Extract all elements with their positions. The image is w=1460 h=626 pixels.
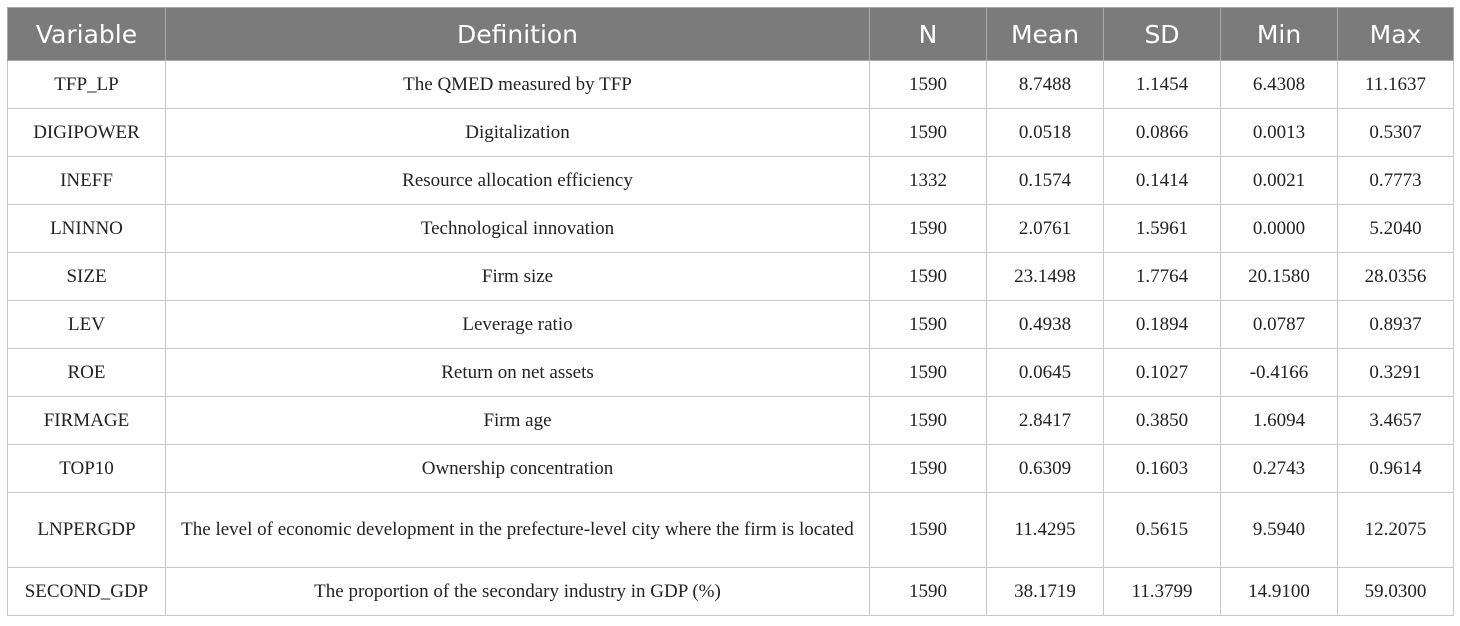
cell-mean: 2.8417 — [986, 396, 1104, 445]
cell-definition: Leverage ratio — [165, 300, 870, 349]
cell-mean: 23.1498 — [986, 252, 1104, 301]
cell-variable: INEFF — [7, 156, 166, 205]
cell-sd: 1.1454 — [1103, 60, 1221, 109]
cell-definition: Firm age — [165, 396, 870, 445]
table-row: TOP10 Ownership concentration 1590 0.630… — [7, 444, 1454, 493]
cell-mean: 0.6309 — [986, 444, 1104, 493]
cell-max: 12.2075 — [1337, 492, 1454, 568]
cell-variable: FIRMAGE — [7, 396, 166, 445]
cell-max: 0.8937 — [1337, 300, 1454, 349]
cell-min: 14.9100 — [1220, 567, 1338, 616]
cell-max: 0.5307 — [1337, 108, 1454, 157]
cell-min: 1.6094 — [1220, 396, 1338, 445]
cell-max: 28.0356 — [1337, 252, 1454, 301]
cell-min: 0.2743 — [1220, 444, 1338, 493]
cell-max: 0.9614 — [1337, 444, 1454, 493]
cell-variable: TOP10 — [7, 444, 166, 493]
cell-variable: LEV — [7, 300, 166, 349]
cell-definition: The level of economic development in the… — [165, 492, 870, 568]
cell-definition: Resource allocation efficiency — [165, 156, 870, 205]
header-max: Max — [1337, 7, 1454, 61]
cell-n: 1590 — [869, 60, 987, 109]
cell-sd: 0.1414 — [1103, 156, 1221, 205]
cell-definition: The QMED measured by TFP — [165, 60, 870, 109]
cell-min: 0.0787 — [1220, 300, 1338, 349]
cell-min: 20.1580 — [1220, 252, 1338, 301]
table-row: INEFF Resource allocation efficiency 133… — [7, 156, 1454, 205]
cell-min: 0.0021 — [1220, 156, 1338, 205]
table-row: FIRMAGE Firm age 1590 2.8417 0.3850 1.60… — [7, 396, 1454, 445]
cell-n: 1590 — [869, 348, 987, 397]
cell-mean: 2.0761 — [986, 204, 1104, 253]
header-definition: Definition — [165, 7, 870, 61]
cell-variable: LNINNO — [7, 204, 166, 253]
cell-n: 1590 — [869, 567, 987, 616]
table-row: ROE Return on net assets 1590 0.0645 0.1… — [7, 348, 1454, 397]
cell-max: 0.3291 — [1337, 348, 1454, 397]
cell-sd: 0.1894 — [1103, 300, 1221, 349]
cell-n: 1590 — [869, 252, 987, 301]
cell-sd: 0.0866 — [1103, 108, 1221, 157]
cell-sd: 0.1603 — [1103, 444, 1221, 493]
cell-sd: 11.3799 — [1103, 567, 1221, 616]
cell-n: 1590 — [869, 300, 987, 349]
cell-min: -0.4166 — [1220, 348, 1338, 397]
cell-min: 6.4308 — [1220, 60, 1338, 109]
cell-max: 0.7773 — [1337, 156, 1454, 205]
cell-max: 59.0300 — [1337, 567, 1454, 616]
table-row: LNINNO Technological innovation 1590 2.0… — [7, 204, 1454, 253]
cell-mean: 8.7488 — [986, 60, 1104, 109]
cell-definition: Digitalization — [165, 108, 870, 157]
cell-min: 0.0013 — [1220, 108, 1338, 157]
cell-n: 1590 — [869, 492, 987, 568]
cell-n: 1332 — [869, 156, 987, 205]
header-mean: Mean — [986, 7, 1104, 61]
cell-n: 1590 — [869, 204, 987, 253]
cell-mean: 0.4938 — [986, 300, 1104, 349]
cell-mean: 38.1719 — [986, 567, 1104, 616]
cell-variable: SECOND_GDP — [7, 567, 166, 616]
cell-max: 5.2040 — [1337, 204, 1454, 253]
table-header-row: Variable Definition N Mean SD Min Max — [7, 7, 1454, 61]
cell-definition: Ownership concentration — [165, 444, 870, 493]
header-variable: Variable — [7, 7, 166, 61]
cell-sd: 0.5615 — [1103, 492, 1221, 568]
cell-mean: 0.0518 — [986, 108, 1104, 157]
cell-variable: TFP_LP — [7, 60, 166, 109]
cell-variable: DIGIPOWER — [7, 108, 166, 157]
cell-variable: SIZE — [7, 252, 166, 301]
header-min: Min — [1220, 7, 1338, 61]
header-sd: SD — [1103, 7, 1221, 61]
table-row: SECOND_GDP The proportion of the seconda… — [7, 567, 1454, 616]
cell-min: 9.5940 — [1220, 492, 1338, 568]
cell-variable: ROE — [7, 348, 166, 397]
cell-definition: Firm size — [165, 252, 870, 301]
cell-sd: 1.7764 — [1103, 252, 1221, 301]
table-row: LEV Leverage ratio 1590 0.4938 0.1894 0.… — [7, 300, 1454, 349]
cell-definition: The proportion of the secondary industry… — [165, 567, 870, 616]
cell-n: 1590 — [869, 396, 987, 445]
cell-definition: Return on net assets — [165, 348, 870, 397]
cell-sd: 0.3850 — [1103, 396, 1221, 445]
cell-n: 1590 — [869, 444, 987, 493]
cell-max: 3.4657 — [1337, 396, 1454, 445]
table-row: DIGIPOWER Digitalization 1590 0.0518 0.0… — [7, 108, 1454, 157]
table-row: TFP_LP The QMED measured by TFP 1590 8.7… — [7, 60, 1454, 109]
cell-definition: Technological innovation — [165, 204, 870, 253]
table-row: SIZE Firm size 1590 23.1498 1.7764 20.15… — [7, 252, 1454, 301]
cell-mean: 0.0645 — [986, 348, 1104, 397]
descriptive-statistics-table-container: Variable Definition N Mean SD Min Max TF… — [7, 7, 1454, 616]
cell-max: 11.1637 — [1337, 60, 1454, 109]
descriptive-statistics-table: Variable Definition N Mean SD Min Max TF… — [7, 7, 1454, 616]
cell-sd: 1.5961 — [1103, 204, 1221, 253]
cell-variable: LNPERGDP — [7, 492, 166, 568]
cell-n: 1590 — [869, 108, 987, 157]
header-n: N — [869, 7, 987, 61]
cell-min: 0.0000 — [1220, 204, 1338, 253]
cell-sd: 0.1027 — [1103, 348, 1221, 397]
table-row: LNPERGDP The level of economic developme… — [7, 492, 1454, 568]
cell-mean: 0.1574 — [986, 156, 1104, 205]
cell-mean: 11.4295 — [986, 492, 1104, 568]
